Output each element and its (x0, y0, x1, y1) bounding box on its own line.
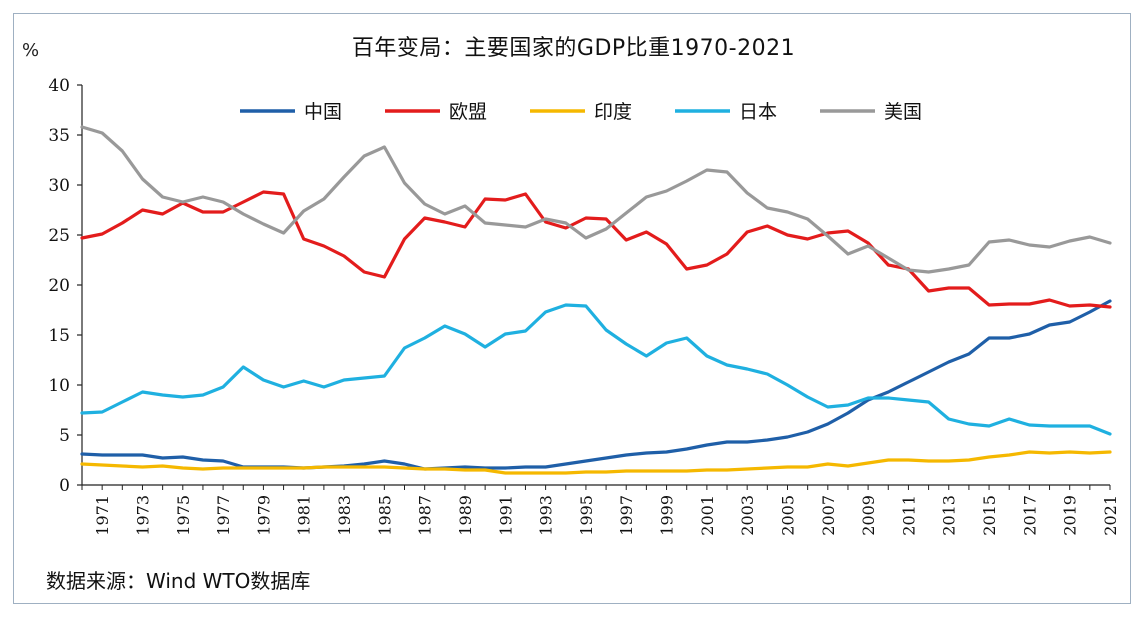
x-tick-label: 2007 (819, 495, 838, 536)
y-tick-label: 40 (48, 76, 70, 96)
x-tick-label: 2019 (1061, 495, 1080, 536)
x-tick-label: 2009 (859, 495, 878, 536)
y-tick-label: 20 (48, 276, 70, 296)
x-tick-label: 1989 (456, 495, 475, 536)
legend-label: 美国 (884, 101, 922, 123)
x-tick-label: 2015 (980, 495, 999, 536)
chart-title: 百年变局：主要国家的GDP比重1970-2021 (351, 36, 796, 61)
x-tick-label: 1977 (214, 495, 233, 536)
x-tick-label: 1971 (93, 495, 112, 536)
legend-label: 印度 (594, 101, 632, 123)
series-line-印度 (80, 450, 1112, 475)
x-tick-label: 2003 (738, 495, 757, 536)
x-tick-label: 1979 (254, 495, 273, 536)
x-tick-label: 1975 (174, 495, 193, 536)
x-tick-label: 2005 (778, 495, 797, 536)
series-line-日本 (80, 303, 1112, 436)
x-tick-label: 1991 (496, 495, 515, 536)
x-tick-label: 1993 (537, 495, 556, 536)
x-tick-label: 2017 (1020, 495, 1039, 536)
y-tick-label: 0 (59, 476, 70, 496)
y-tick-label: 30 (48, 176, 70, 196)
legend-label: 欧盟 (449, 101, 487, 123)
x-tick-label: 2013 (940, 495, 959, 536)
x-tick-label: 1981 (295, 495, 314, 536)
y-tick-label: 35 (48, 126, 70, 146)
series-line-美国 (80, 125, 1112, 274)
legend-label: 日本 (739, 101, 777, 123)
series-line-中国 (80, 299, 1112, 471)
x-tick-label: 1987 (416, 495, 435, 536)
y-axis-unit-label: % (22, 40, 40, 61)
y-tick-label: 15 (48, 326, 70, 346)
x-tick-label: 1999 (658, 495, 677, 536)
x-tick-label: 2001 (698, 495, 717, 536)
x-tick-label: 1973 (133, 495, 152, 536)
x-tick-label: 2011 (899, 495, 918, 536)
x-tick-label: 1995 (577, 495, 596, 536)
y-tick-label: 10 (48, 376, 70, 396)
y-tick-label: 25 (48, 226, 70, 246)
y-tick-label: 5 (59, 426, 70, 446)
legend-label: 中国 (304, 101, 342, 123)
x-tick-label: 2021 (1101, 495, 1120, 536)
x-tick-label: 1983 (335, 495, 354, 536)
series-line-欧盟 (80, 190, 1112, 309)
x-tick-label: 1985 (375, 495, 394, 536)
source-note: 数据来源：Wind WTO数据库 (46, 569, 311, 593)
x-tick-label: 1997 (617, 495, 636, 536)
